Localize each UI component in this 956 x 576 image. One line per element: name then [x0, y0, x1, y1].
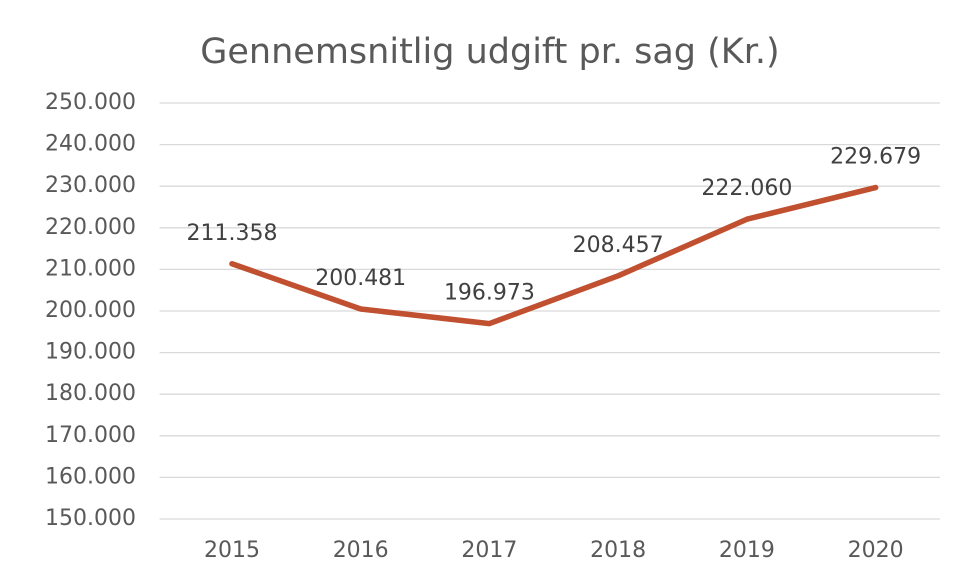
x-tick-label: 2017 — [461, 538, 517, 563]
y-tick-label: 180.000 — [45, 381, 136, 406]
data-line — [229, 184, 879, 327]
data-label: 222.060 — [701, 176, 792, 201]
x-tick-label: 2018 — [590, 538, 646, 563]
data-label: 196.973 — [444, 281, 535, 306]
x-tick-label: 2016 — [333, 538, 389, 563]
y-tick-label: 160.000 — [45, 464, 136, 489]
data-label: 200.481 — [315, 266, 406, 291]
y-tick-label: 220.000 — [45, 215, 136, 240]
y-tick-label: 230.000 — [45, 173, 136, 198]
x-tick-label: 2020 — [848, 538, 904, 563]
x-tick-label: 2015 — [204, 538, 260, 563]
y-tick-label: 210.000 — [45, 256, 136, 281]
y-tick-label: 150.000 — [45, 506, 136, 531]
y-tick-label: 240.000 — [45, 132, 136, 157]
y-tick-label: 170.000 — [45, 423, 136, 448]
y-tick-label: 200.000 — [45, 298, 136, 323]
data-label: 208.457 — [573, 233, 664, 258]
x-tick-label: 2019 — [719, 538, 775, 563]
data-label: 211.358 — [186, 221, 277, 246]
data-label: 229.679 — [830, 145, 921, 170]
y-tick-label: 250.000 — [45, 90, 136, 115]
y-tick-label: 190.000 — [45, 340, 136, 365]
chart-title: Gennemsnitlig udgift pr. sag (Kr.) — [200, 32, 779, 72]
